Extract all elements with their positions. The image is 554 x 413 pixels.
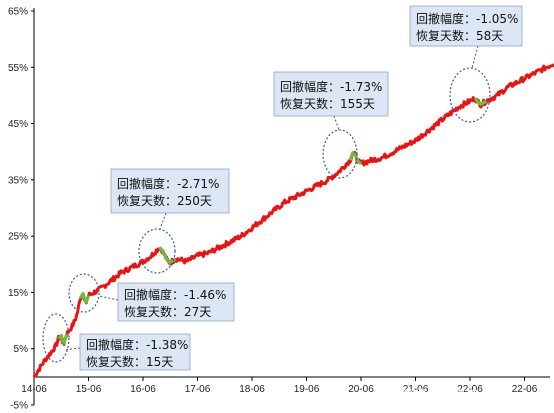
recovery-days-label: 恢复天数：155天 — [280, 96, 375, 111]
x-tick-label: 22-06 — [512, 384, 538, 395]
x-tick-label: 20-06 — [348, 384, 374, 395]
drawdown-callout — [117, 282, 235, 322]
drawdown-highlight-circle — [68, 273, 100, 313]
drawdown-label: 回撤幅度：-1.38% — [86, 337, 188, 352]
drawdown-highlight-circle — [449, 67, 491, 123]
callout-leader — [63, 347, 81, 351]
recovery-days-label: 恢复天数：27天 — [124, 304, 211, 319]
y-tick-label: -5% — [10, 401, 28, 412]
drawdown-highlight-circle — [138, 228, 176, 274]
y-tick-label: 35% — [8, 175, 28, 186]
x-tick-label: 17-06 — [185, 384, 211, 395]
x-tick-label: 16-06 — [130, 384, 156, 395]
drawdown-callout — [79, 333, 191, 371]
y-tick-label: 15% — [8, 288, 28, 299]
y-tick-label: 55% — [8, 63, 28, 74]
drawdown-label: 回撤幅度：-1.73% — [280, 79, 382, 94]
x-tick-label: 21-06 — [403, 384, 429, 395]
drawdown-callout — [409, 5, 523, 47]
callout-leader — [159, 212, 167, 230]
drawdown-segment — [474, 97, 488, 107]
recovery-days-label: 恢复天数：15天 — [86, 354, 173, 369]
watermark: 雪球：中国基金报 — [400, 388, 504, 404]
drawdown-segment — [348, 151, 362, 165]
drawdown-highlight-circle — [42, 313, 70, 363]
x-tick-label: 18-06 — [239, 384, 265, 395]
recovery-days-label: 恢复天数：58天 — [416, 28, 503, 43]
callout-leader — [98, 295, 119, 301]
y-tick-label: 45% — [8, 119, 28, 130]
y-tick-label: 25% — [8, 232, 28, 243]
drawdown-callout — [110, 168, 230, 214]
drawdown-label: 回撤幅度：-2.71% — [117, 176, 219, 191]
recovery-days-label: 恢复天数：250天 — [117, 193, 212, 208]
drawdown-label: 回撤幅度：-1.05% — [416, 11, 518, 26]
drawdown-segment — [57, 333, 69, 345]
y-tick-label: 65% — [8, 7, 28, 18]
x-tick-label: 22-06 — [457, 384, 483, 395]
drawdown-highlight-circle — [322, 129, 358, 179]
x-tick-label: 19-06 — [294, 384, 320, 395]
drawdown-segment — [158, 246, 177, 265]
callout-leader — [471, 45, 479, 69]
callout-leader — [333, 115, 340, 131]
drawdown-label: 回撤幅度：-1.46% — [124, 287, 226, 302]
x-tick-label: 15-06 — [76, 384, 102, 395]
x-tick-label: 14-06 — [21, 384, 47, 395]
drawdown-callout — [273, 71, 389, 117]
drawdown-segment — [78, 292, 91, 304]
y-tick-label: 5% — [14, 344, 29, 355]
